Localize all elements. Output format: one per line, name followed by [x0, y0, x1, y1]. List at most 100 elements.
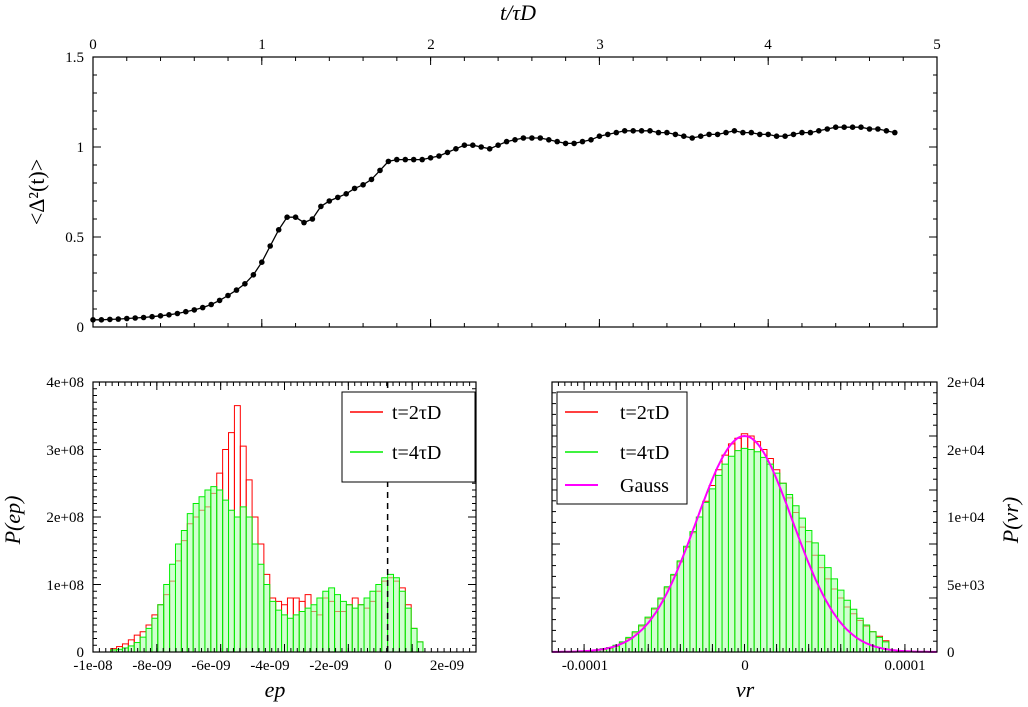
msd-point [858, 124, 864, 130]
ep-bar-t4 [186, 513, 194, 653]
msd-point [149, 313, 155, 320]
ep-bar-t4 [369, 590, 377, 653]
ep-bar-t4 [180, 530, 188, 653]
msd-point [427, 155, 434, 161]
ep-bar-t4 [204, 489, 212, 653]
ep-bar-t4 [245, 516, 253, 653]
msd-xtick-label: 2 [427, 37, 435, 53]
ep-bar-t4 [286, 617, 294, 653]
msd-point [453, 146, 459, 152]
vr-xlabel: vr [736, 677, 755, 702]
msd-point [706, 131, 712, 138]
ep-xtick-label: -6e-09 [191, 658, 230, 674]
msd-point [638, 128, 645, 134]
msd-point [98, 317, 105, 323]
msd-point [486, 146, 493, 152]
msd-ytick-label: 0 [77, 320, 85, 336]
ep-panel: -1e-08 -8e-09 -6e-09 -4e-09 -2e-09 0 2e-… [0, 375, 477, 702]
msd-point [183, 308, 189, 315]
ep-xtick-label: -2e-09 [309, 658, 348, 674]
msd-xtick-label: 3 [596, 37, 604, 53]
msd-point [757, 131, 763, 138]
msd-point [664, 129, 670, 136]
ep-xtick-label: -8e-09 [132, 658, 171, 674]
ep-bar-t4 [387, 573, 395, 653]
msd-point [394, 156, 400, 163]
ep-xtick-label: -1e-08 [73, 658, 112, 674]
vr-bar-t4 [702, 501, 710, 653]
ep-bar-t4 [145, 627, 153, 653]
msd-point [368, 176, 375, 183]
msd-xtick-label: 1 [258, 37, 266, 53]
vr-bar-t4 [824, 567, 832, 653]
msd-point [140, 314, 147, 321]
msd-point [596, 133, 603, 139]
ep-bar-t4 [269, 600, 277, 653]
ep-bar-t4 [334, 594, 341, 653]
ep-bar-t4 [298, 611, 306, 653]
vr-ytick-label: 1e+04 [947, 510, 985, 526]
vr-bar-t4 [670, 573, 678, 653]
msd-point [520, 135, 527, 141]
vr-bar-t4 [747, 449, 755, 653]
ep-xtick-label: 2e-09 [430, 658, 464, 674]
vr-bar-t4 [753, 451, 762, 653]
msd-point [259, 259, 265, 266]
msd-ytick-label: 1 [77, 140, 85, 156]
msd-point [385, 158, 392, 165]
msd-point [849, 124, 856, 130]
msd-point [841, 124, 847, 130]
msd-point [284, 214, 290, 220]
msd-point [275, 227, 282, 233]
ep-bar-t4 [398, 590, 406, 653]
vr-bar-t4 [695, 516, 704, 653]
ep-ytick-label: 4e+08 [46, 375, 84, 391]
msd-point [892, 129, 898, 136]
vr-bar-t4 [817, 554, 826, 653]
ep-bar-t4 [222, 499, 230, 653]
ep-legend-label-t4: t=4τD [392, 442, 441, 464]
msd-point [529, 135, 535, 141]
msd-point [174, 310, 181, 317]
ep-ytick-label: 2e+08 [46, 510, 84, 526]
vr-xtick-label: -0.0001 [562, 658, 608, 674]
ep-bar-t4 [404, 607, 412, 653]
msd-point [883, 128, 890, 134]
msd-point [714, 131, 721, 138]
msd-point [461, 142, 468, 148]
msd-ylabel: <Δ²(t)> [24, 159, 49, 225]
ep-xlabel: ep [265, 677, 286, 702]
ep-bar-t4 [304, 607, 312, 653]
ep-bar-t4 [375, 584, 383, 653]
vr-ytick-label: 5e+03 [947, 578, 985, 594]
ep-ytick-label: 3e+08 [46, 443, 84, 459]
ep-legend-label-t2: t=2τD [392, 402, 441, 424]
vr-panel: -0.0001 0 0.0001 0 5e+03 1e+04 2e+04 2e+… [551, 375, 1023, 702]
vr-bar-t4 [689, 531, 697, 653]
msd-point [655, 129, 662, 136]
vr-bar-t4 [779, 482, 787, 653]
msd-point [410, 156, 417, 163]
ep-bar-t4 [322, 590, 330, 653]
ep-legend: t=2τD t=4τD [341, 391, 476, 483]
vr-bar-t4 [862, 624, 871, 653]
msd-point [689, 135, 695, 141]
msd-point [681, 133, 687, 139]
ep-bar-t4 [233, 516, 241, 653]
vr-xtick-label: 0 [741, 658, 749, 674]
msd-point [773, 133, 780, 139]
msd-point [866, 126, 873, 132]
ep-bar-t4 [192, 503, 200, 653]
ep-bar-t4 [393, 577, 400, 653]
ep-bar-t4 [157, 604, 165, 653]
vr-legend-label-gauss: Gauss [620, 475, 669, 497]
ep-bar-t4 [316, 597, 324, 653]
ep-bar-t4 [174, 543, 182, 653]
msd-series [90, 124, 898, 323]
msd-point [512, 137, 518, 143]
msd-point [765, 131, 771, 138]
ep-bar-t4 [275, 609, 283, 653]
msd-point [571, 140, 577, 147]
vr-ytick-label: 0 [947, 645, 955, 661]
ep-bar-t4 [345, 604, 353, 653]
